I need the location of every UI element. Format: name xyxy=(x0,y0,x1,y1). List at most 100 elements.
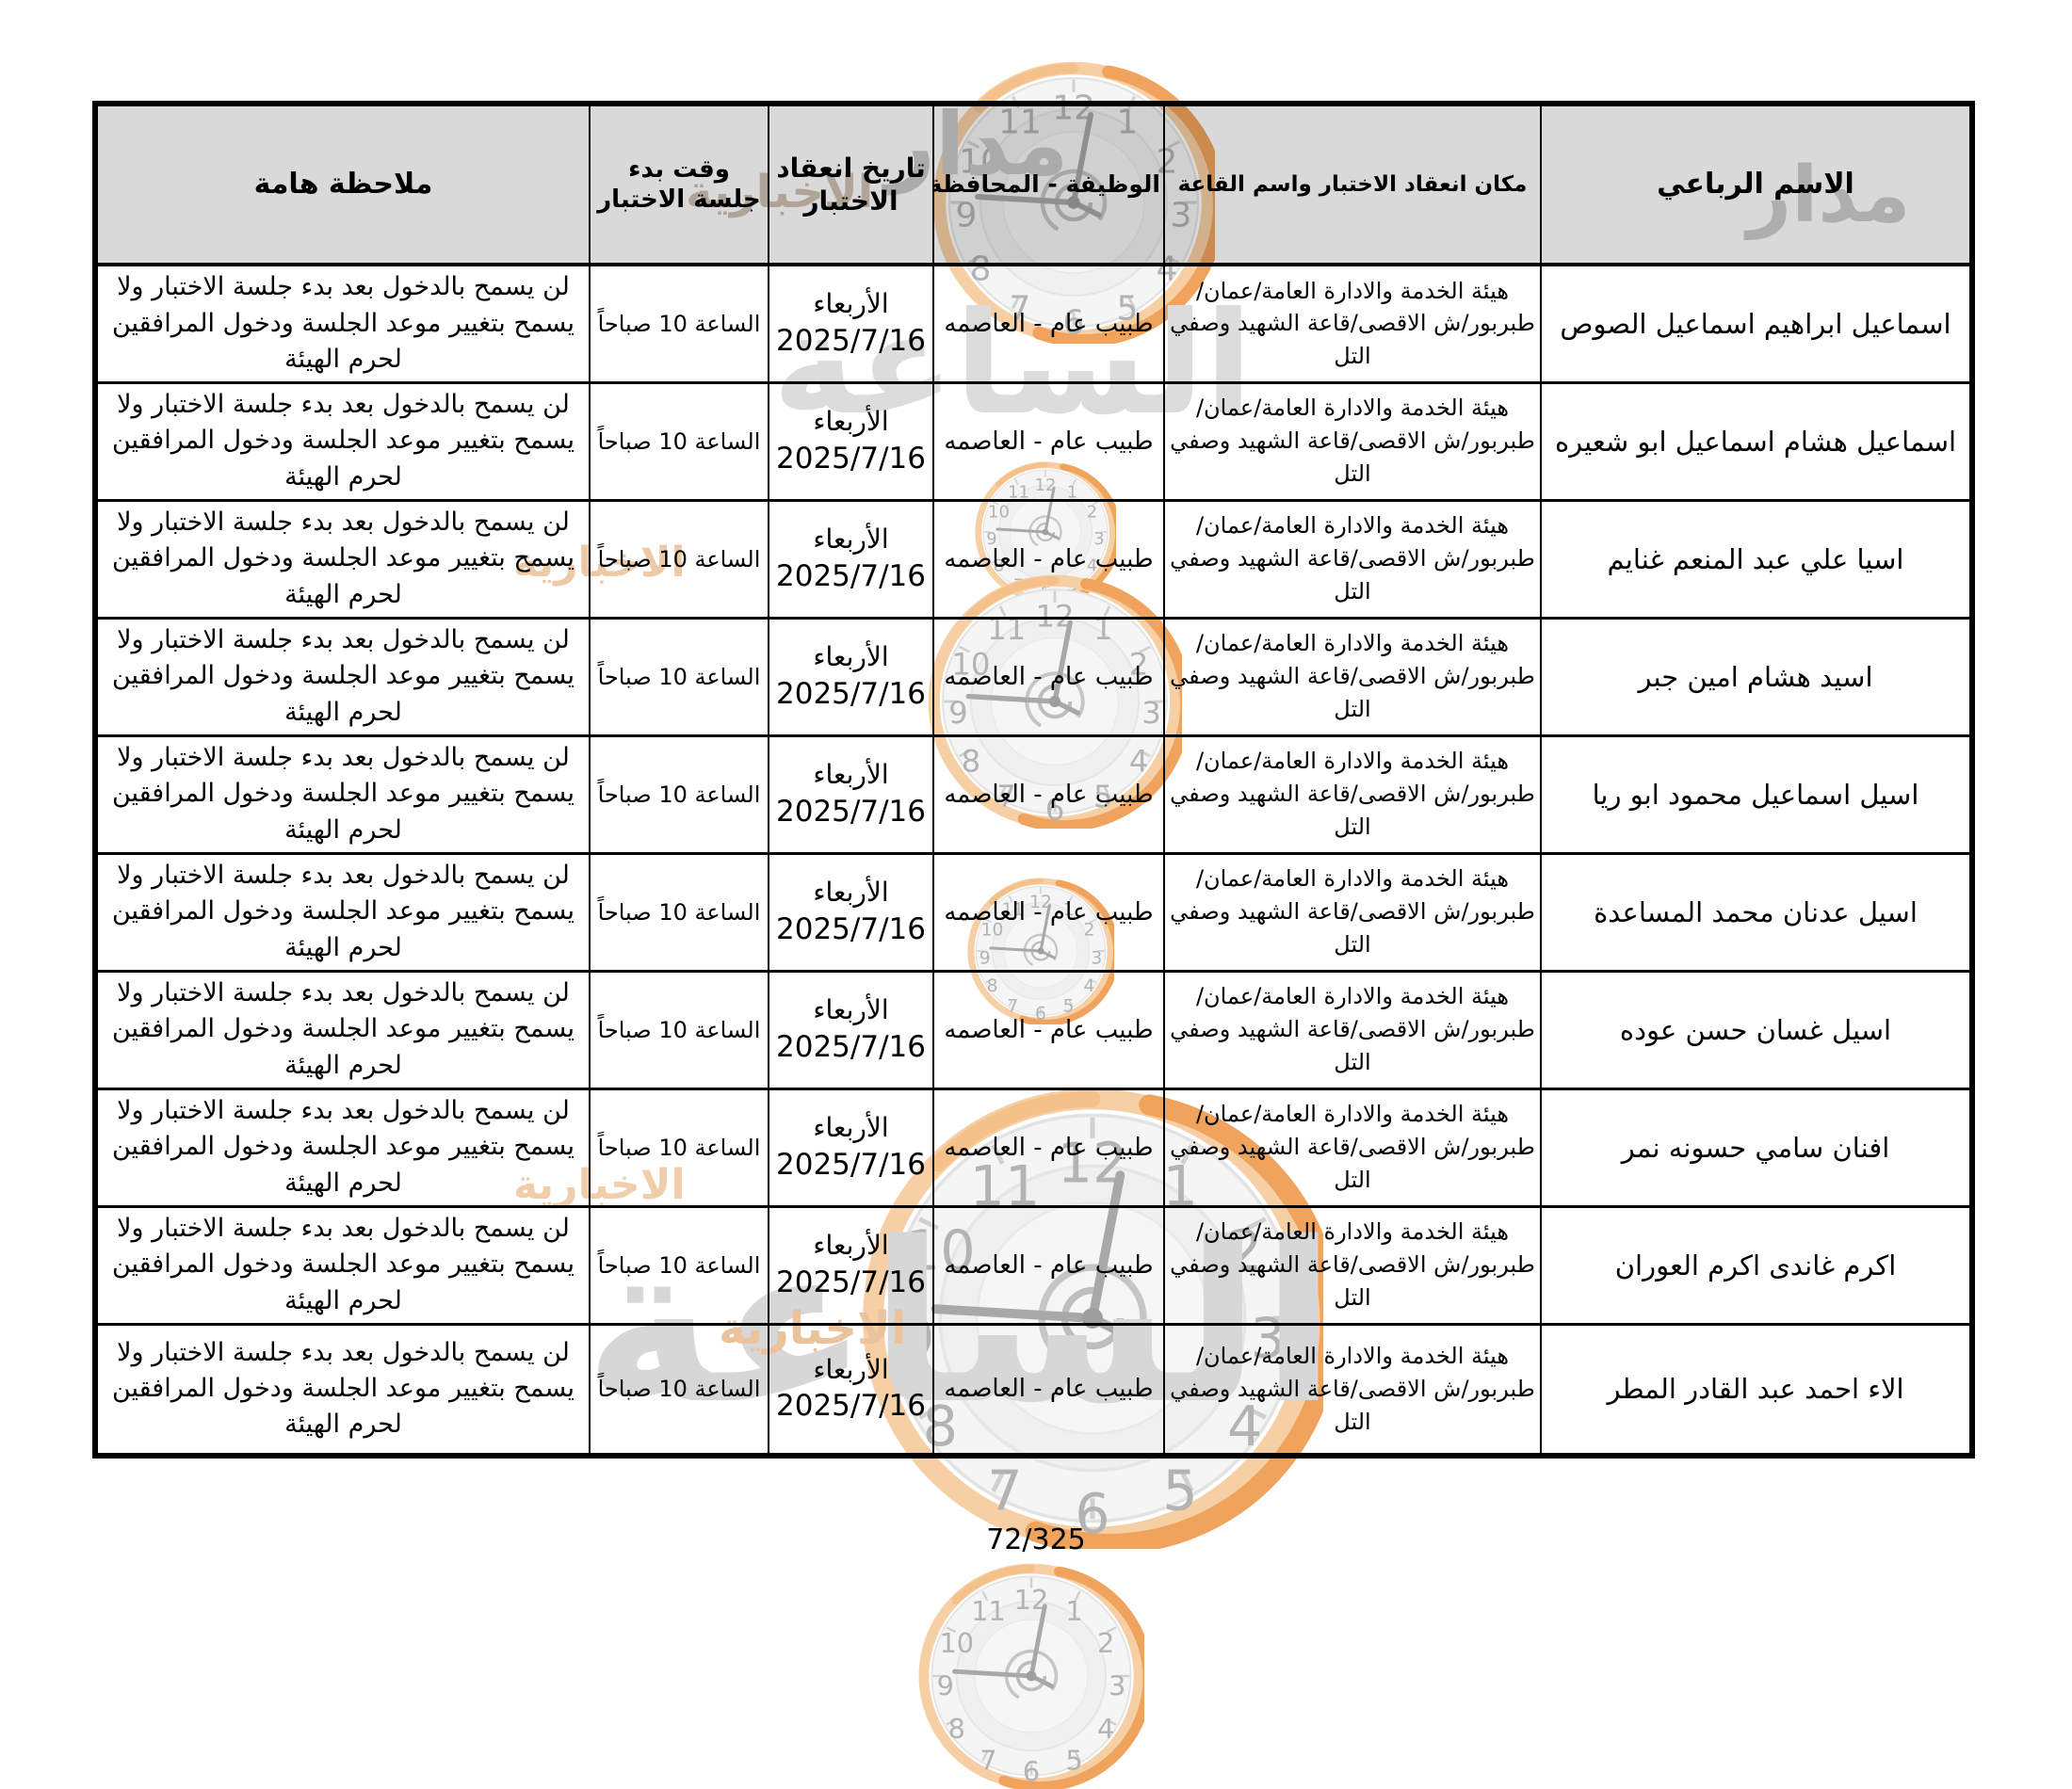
table-row: الاء احمد عبد القادر المطر هيئة الخدمة و… xyxy=(94,1322,1973,1458)
cell-job-governorate: طبيب عام - العاصمه xyxy=(932,851,1165,973)
cell-exam-location: هيئة الخدمة والادارة العامة/عمان/طبربور/… xyxy=(1163,498,1542,620)
cell-exam-date: الأربعاء 2025/7/16 xyxy=(768,498,934,620)
cell-exam-location: هيئة الخدمة والادارة العامة/عمان/طبربور/… xyxy=(1163,1322,1542,1458)
cell-exam-location: هيئة الخدمة والادارة العامة/عمان/طبربور/… xyxy=(1163,616,1542,737)
col-header-exam-location: مكان انعقاد الاختبار واسم القاعة xyxy=(1163,102,1542,266)
cell-full-name: اكرم غاندى اكرم العوران xyxy=(1540,1204,1973,1326)
cell-job-governorate: طبيب عام - العاصمه xyxy=(932,1322,1165,1458)
cell-job-governorate: طبيب عام - العاصمه xyxy=(932,1204,1165,1326)
cell-important-note: لن يسمح بالدخول بعد بدء جلسة الاختبار ول… xyxy=(94,733,591,855)
table-body: اسماعيل ابراهيم اسماعيل الصوص هيئة الخدم… xyxy=(94,263,1973,1458)
table-row: اكرم غاندى اكرم العوران هيئة الخدمة والا… xyxy=(94,1204,1973,1326)
cell-important-note: لن يسمح بالدخول بعد بدء جلسة الاختبار ول… xyxy=(94,1087,591,1208)
cell-full-name: اسيد هشام امين جبر xyxy=(1540,616,1973,737)
cell-important-note: لن يسمح بالدخول بعد بدء جلسة الاختبار ول… xyxy=(94,1204,591,1326)
exam-schedule-table: الاسم الرباعي مكان انعقاد الاختبار واسم … xyxy=(92,101,1975,1459)
cell-exam-date: الأربعاء 2025/7/16 xyxy=(768,1322,934,1458)
page-number: 72/325 xyxy=(986,1523,1086,1556)
cell-exam-date: الأربعاء 2025/7/16 xyxy=(768,969,934,1090)
cell-exam-location: هيئة الخدمة والادارة العامة/عمان/طبربور/… xyxy=(1163,733,1542,855)
cell-session-time: الساعة 10 صباحاً xyxy=(589,1204,769,1326)
table-row: افنان سامي حسونه نمر هيئة الخدمة والادار… xyxy=(94,1087,1973,1208)
col-header-job-governorate: الوظيفة - المحافظة xyxy=(932,102,1165,266)
table-row: اسيل غسان حسن عوده هيئة الخدمة والادارة … xyxy=(94,969,1973,1090)
cell-job-governorate: طبيب عام - العاصمه xyxy=(932,1087,1165,1208)
cell-session-time: الساعة 10 صباحاً xyxy=(589,1322,769,1458)
col-header-full-name: الاسم الرباعي xyxy=(1540,102,1973,266)
cell-exam-date: الأربعاء 2025/7/16 xyxy=(768,1087,934,1208)
cell-exam-date: الأربعاء 2025/7/16 xyxy=(768,380,934,502)
cell-job-governorate: طبيب عام - العاصمه xyxy=(932,969,1165,1090)
document-page: الاسم الرباعي مكان انعقاد الاختبار واسم … xyxy=(92,0,1975,1601)
cell-exam-date-value: 2025/7/16 xyxy=(776,911,926,946)
cell-exam-location: هيئة الخدمة والادارة العامة/عمان/طبربور/… xyxy=(1163,969,1542,1090)
cell-session-time: الساعة 10 صباحاً xyxy=(589,851,769,973)
cell-important-note: لن يسمح بالدخول بعد بدء جلسة الاختبار ول… xyxy=(94,498,591,620)
cell-exam-date-value: 2025/7/16 xyxy=(776,794,926,829)
cell-exam-date-day: الأربعاء xyxy=(813,406,889,438)
cell-exam-date-day: الأربعاء xyxy=(813,1353,889,1385)
cell-job-governorate: طبيب عام - العاصمه xyxy=(932,498,1165,620)
cell-session-time: الساعة 10 صباحاً xyxy=(589,616,769,737)
col-header-important-note: ملاحظة هامة xyxy=(94,102,591,266)
cell-exam-date-value: 2025/7/16 xyxy=(776,1147,926,1182)
cell-exam-date-day: الأربعاء xyxy=(813,1230,889,1262)
cell-job-governorate: طبيب عام - العاصمه xyxy=(932,380,1165,502)
cell-exam-date-value: 2025/7/16 xyxy=(776,1029,926,1064)
cell-full-name: اسيا علي عبد المنعم غنايم xyxy=(1540,498,1973,620)
cell-important-note: لن يسمح بالدخول بعد بدء جلسة الاختبار ول… xyxy=(94,616,591,737)
cell-job-governorate: طبيب عام - العاصمه xyxy=(932,263,1165,384)
clock-watermark-icon xyxy=(918,1563,1144,1789)
table-row: اسيل عدنان محمد المساعدة هيئة الخدمة وال… xyxy=(94,851,1973,973)
cell-exam-date-value: 2025/7/16 xyxy=(776,323,926,358)
cell-exam-date-value: 2025/7/16 xyxy=(776,1389,926,1424)
cell-exam-location: هيئة الخدمة والادارة العامة/عمان/طبربور/… xyxy=(1163,263,1542,384)
cell-full-name: اسماعيل هشام اسماعيل ابو شعيره xyxy=(1540,380,1973,502)
table-row: اسيا علي عبد المنعم غنايم هيئة الخدمة وا… xyxy=(94,498,1973,620)
cell-exam-location: هيئة الخدمة والادارة العامة/عمان/طبربور/… xyxy=(1163,1204,1542,1326)
cell-exam-date-value: 2025/7/16 xyxy=(776,441,926,475)
cell-exam-date-day: الأربعاء xyxy=(813,641,889,673)
cell-full-name: اسيل عدنان محمد المساعدة xyxy=(1540,851,1973,973)
cell-important-note: لن يسمح بالدخول بعد بدء جلسة الاختبار ول… xyxy=(94,1322,591,1458)
table-row: اسماعيل هشام اسماعيل ابو شعيره هيئة الخد… xyxy=(94,380,1973,502)
cell-exam-date-value: 2025/7/16 xyxy=(776,558,926,593)
cell-exam-location: هيئة الخدمة والادارة العامة/عمان/طبربور/… xyxy=(1163,1087,1542,1208)
cell-exam-location: هيئة الخدمة والادارة العامة/عمان/طبربور/… xyxy=(1163,380,1542,502)
cell-full-name: افنان سامي حسونه نمر xyxy=(1540,1087,1973,1208)
cell-job-governorate: طبيب عام - العاصمه xyxy=(932,733,1165,855)
cell-exam-date-day: الأربعاء xyxy=(813,994,889,1026)
cell-exam-date-day: الأربعاء xyxy=(813,1112,889,1144)
table-row: اسيل اسماعيل محمود ابو ريا هيئة الخدمة و… xyxy=(94,733,1973,855)
cell-important-note: لن يسمح بالدخول بعد بدء جلسة الاختبار ول… xyxy=(94,969,591,1090)
cell-important-note: لن يسمح بالدخول بعد بدء جلسة الاختبار ول… xyxy=(94,851,591,973)
cell-job-governorate: طبيب عام - العاصمه xyxy=(932,616,1165,737)
cell-session-time: الساعة 10 صباحاً xyxy=(589,380,769,502)
cell-exam-date: الأربعاء 2025/7/16 xyxy=(768,263,934,384)
table-row: اسيد هشام امين جبر هيئة الخدمة والادارة … xyxy=(94,616,1973,737)
col-header-session-time: وقت بدء جلسة الاختبار xyxy=(589,102,769,266)
cell-full-name: اسيل اسماعيل محمود ابو ريا xyxy=(1540,733,1973,855)
cell-exam-date-value: 2025/7/16 xyxy=(776,1265,926,1299)
table-header: الاسم الرباعي مكان انعقاد الاختبار واسم … xyxy=(94,102,1973,266)
table-row: اسماعيل ابراهيم اسماعيل الصوص هيئة الخدم… xyxy=(94,263,1973,384)
cell-important-note: لن يسمح بالدخول بعد بدء جلسة الاختبار ول… xyxy=(94,263,591,384)
cell-session-time: الساعة 10 صباحاً xyxy=(589,969,769,1090)
cell-session-time: الساعة 10 صباحاً xyxy=(589,263,769,384)
cell-exam-date-value: 2025/7/16 xyxy=(776,676,926,711)
cell-full-name: الاء احمد عبد القادر المطر xyxy=(1540,1322,1973,1458)
cell-full-name: اسيل غسان حسن عوده xyxy=(1540,969,1973,1090)
cell-session-time: الساعة 10 صباحاً xyxy=(589,733,769,855)
cell-exam-date-day: الأربعاء xyxy=(813,524,889,556)
cell-exam-date: الأربعاء 2025/7/16 xyxy=(768,733,934,855)
cell-important-note: لن يسمح بالدخول بعد بدء جلسة الاختبار ول… xyxy=(94,380,591,502)
cell-session-time: الساعة 10 صباحاً xyxy=(589,1087,769,1208)
cell-full-name: اسماعيل ابراهيم اسماعيل الصوص xyxy=(1540,263,1973,384)
col-header-exam-date: تاريخ انعقاد الاختبار xyxy=(768,102,934,266)
cell-exam-date: الأربعاء 2025/7/16 xyxy=(768,1204,934,1326)
cell-exam-date-day: الأربعاء xyxy=(813,759,889,791)
cell-session-time: الساعة 10 صباحاً xyxy=(589,498,769,620)
cell-exam-date: الأربعاء 2025/7/16 xyxy=(768,851,934,973)
cell-exam-date-day: الأربعاء xyxy=(813,288,889,320)
cell-exam-date: الأربعاء 2025/7/16 xyxy=(768,616,934,737)
